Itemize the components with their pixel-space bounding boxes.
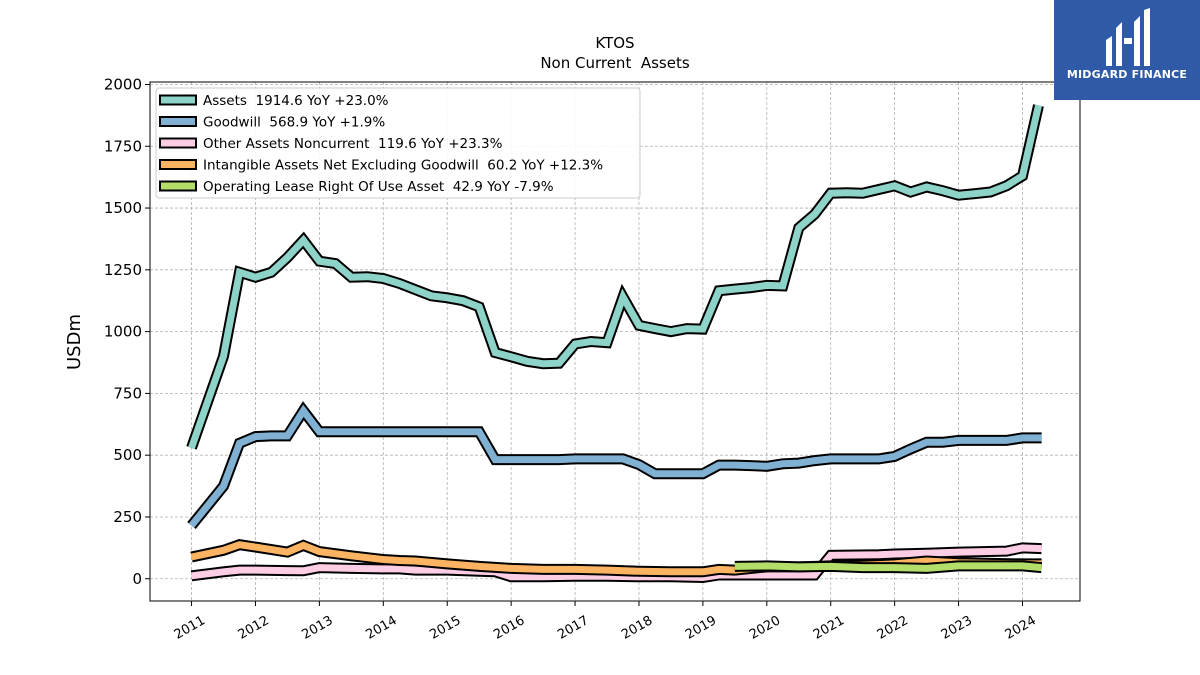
x-tick-label: 2019 xyxy=(683,613,719,643)
legend: Assets 1914.6 YoY +23.0% Goodwill 568.9 Y… xyxy=(155,87,641,199)
x-tick-label: 2011 xyxy=(172,613,208,643)
x-tick-label: 2013 xyxy=(300,613,336,643)
x-tick-label: 2016 xyxy=(491,613,527,643)
series-line xyxy=(188,404,1042,528)
legend-entry: Assets 1914.6 YoY +23.0% xyxy=(203,93,389,109)
legend-swatch xyxy=(159,94,197,106)
chart-subtitle: Non Current Assets xyxy=(540,54,690,72)
y-tick-label: 0 xyxy=(132,570,142,588)
legend-box xyxy=(155,87,641,199)
y-tick-label: 1000 xyxy=(104,323,142,341)
logo-text: MIDGARD FINANCE xyxy=(1066,68,1188,81)
y-tick-label: 750 xyxy=(113,384,142,402)
legend-entry: Intangible Assets Net Excluding Goodwill… xyxy=(203,158,603,174)
brand-logo: MIDGARD FINANCE xyxy=(1054,0,1200,100)
x-tick-label: 2012 xyxy=(236,613,272,643)
y-tick-label: 2000 xyxy=(104,75,142,93)
legend-entry: Goodwill 568.9 YoY +1.9% xyxy=(203,115,385,131)
legend-swatch xyxy=(159,159,197,170)
y-tick-label: 1250 xyxy=(104,261,142,279)
midgard-logo-icon xyxy=(1106,8,1150,66)
y-tick-label: 1500 xyxy=(104,199,142,217)
series-line xyxy=(191,544,1042,582)
x-tick-label: 2020 xyxy=(747,613,783,643)
x-tick-label: 2014 xyxy=(363,613,399,643)
x-tick-label: 2023 xyxy=(939,613,975,643)
chart-title: KTOS xyxy=(595,34,634,52)
legend-swatch xyxy=(159,116,197,127)
series-line xyxy=(734,562,1042,572)
plot-frame xyxy=(149,81,1081,602)
series-layer xyxy=(186,104,1044,584)
y-tick-label: 1750 xyxy=(104,137,142,155)
x-tick-label: 2024 xyxy=(1003,613,1039,643)
x-tick-label: 2022 xyxy=(875,613,911,643)
legend-swatch xyxy=(159,137,197,149)
legend-swatch xyxy=(159,180,197,192)
series-line xyxy=(188,104,1042,449)
x-tick-label: 2017 xyxy=(555,613,591,643)
legend-entry: Other Assets Noncurrent 119.6 YoY +23.3% xyxy=(203,136,503,152)
legend-entry: Operating Lease Right Of Use Asset 42.9 … xyxy=(203,179,554,195)
y-axis-label: USDm xyxy=(64,314,85,370)
y-tick-label: 500 xyxy=(113,446,142,464)
x-tick-label: 2018 xyxy=(619,613,655,643)
x-tick-label: 2015 xyxy=(427,613,463,643)
x-tick-label: 2021 xyxy=(811,613,847,643)
y-tick-label: 250 xyxy=(113,508,142,526)
